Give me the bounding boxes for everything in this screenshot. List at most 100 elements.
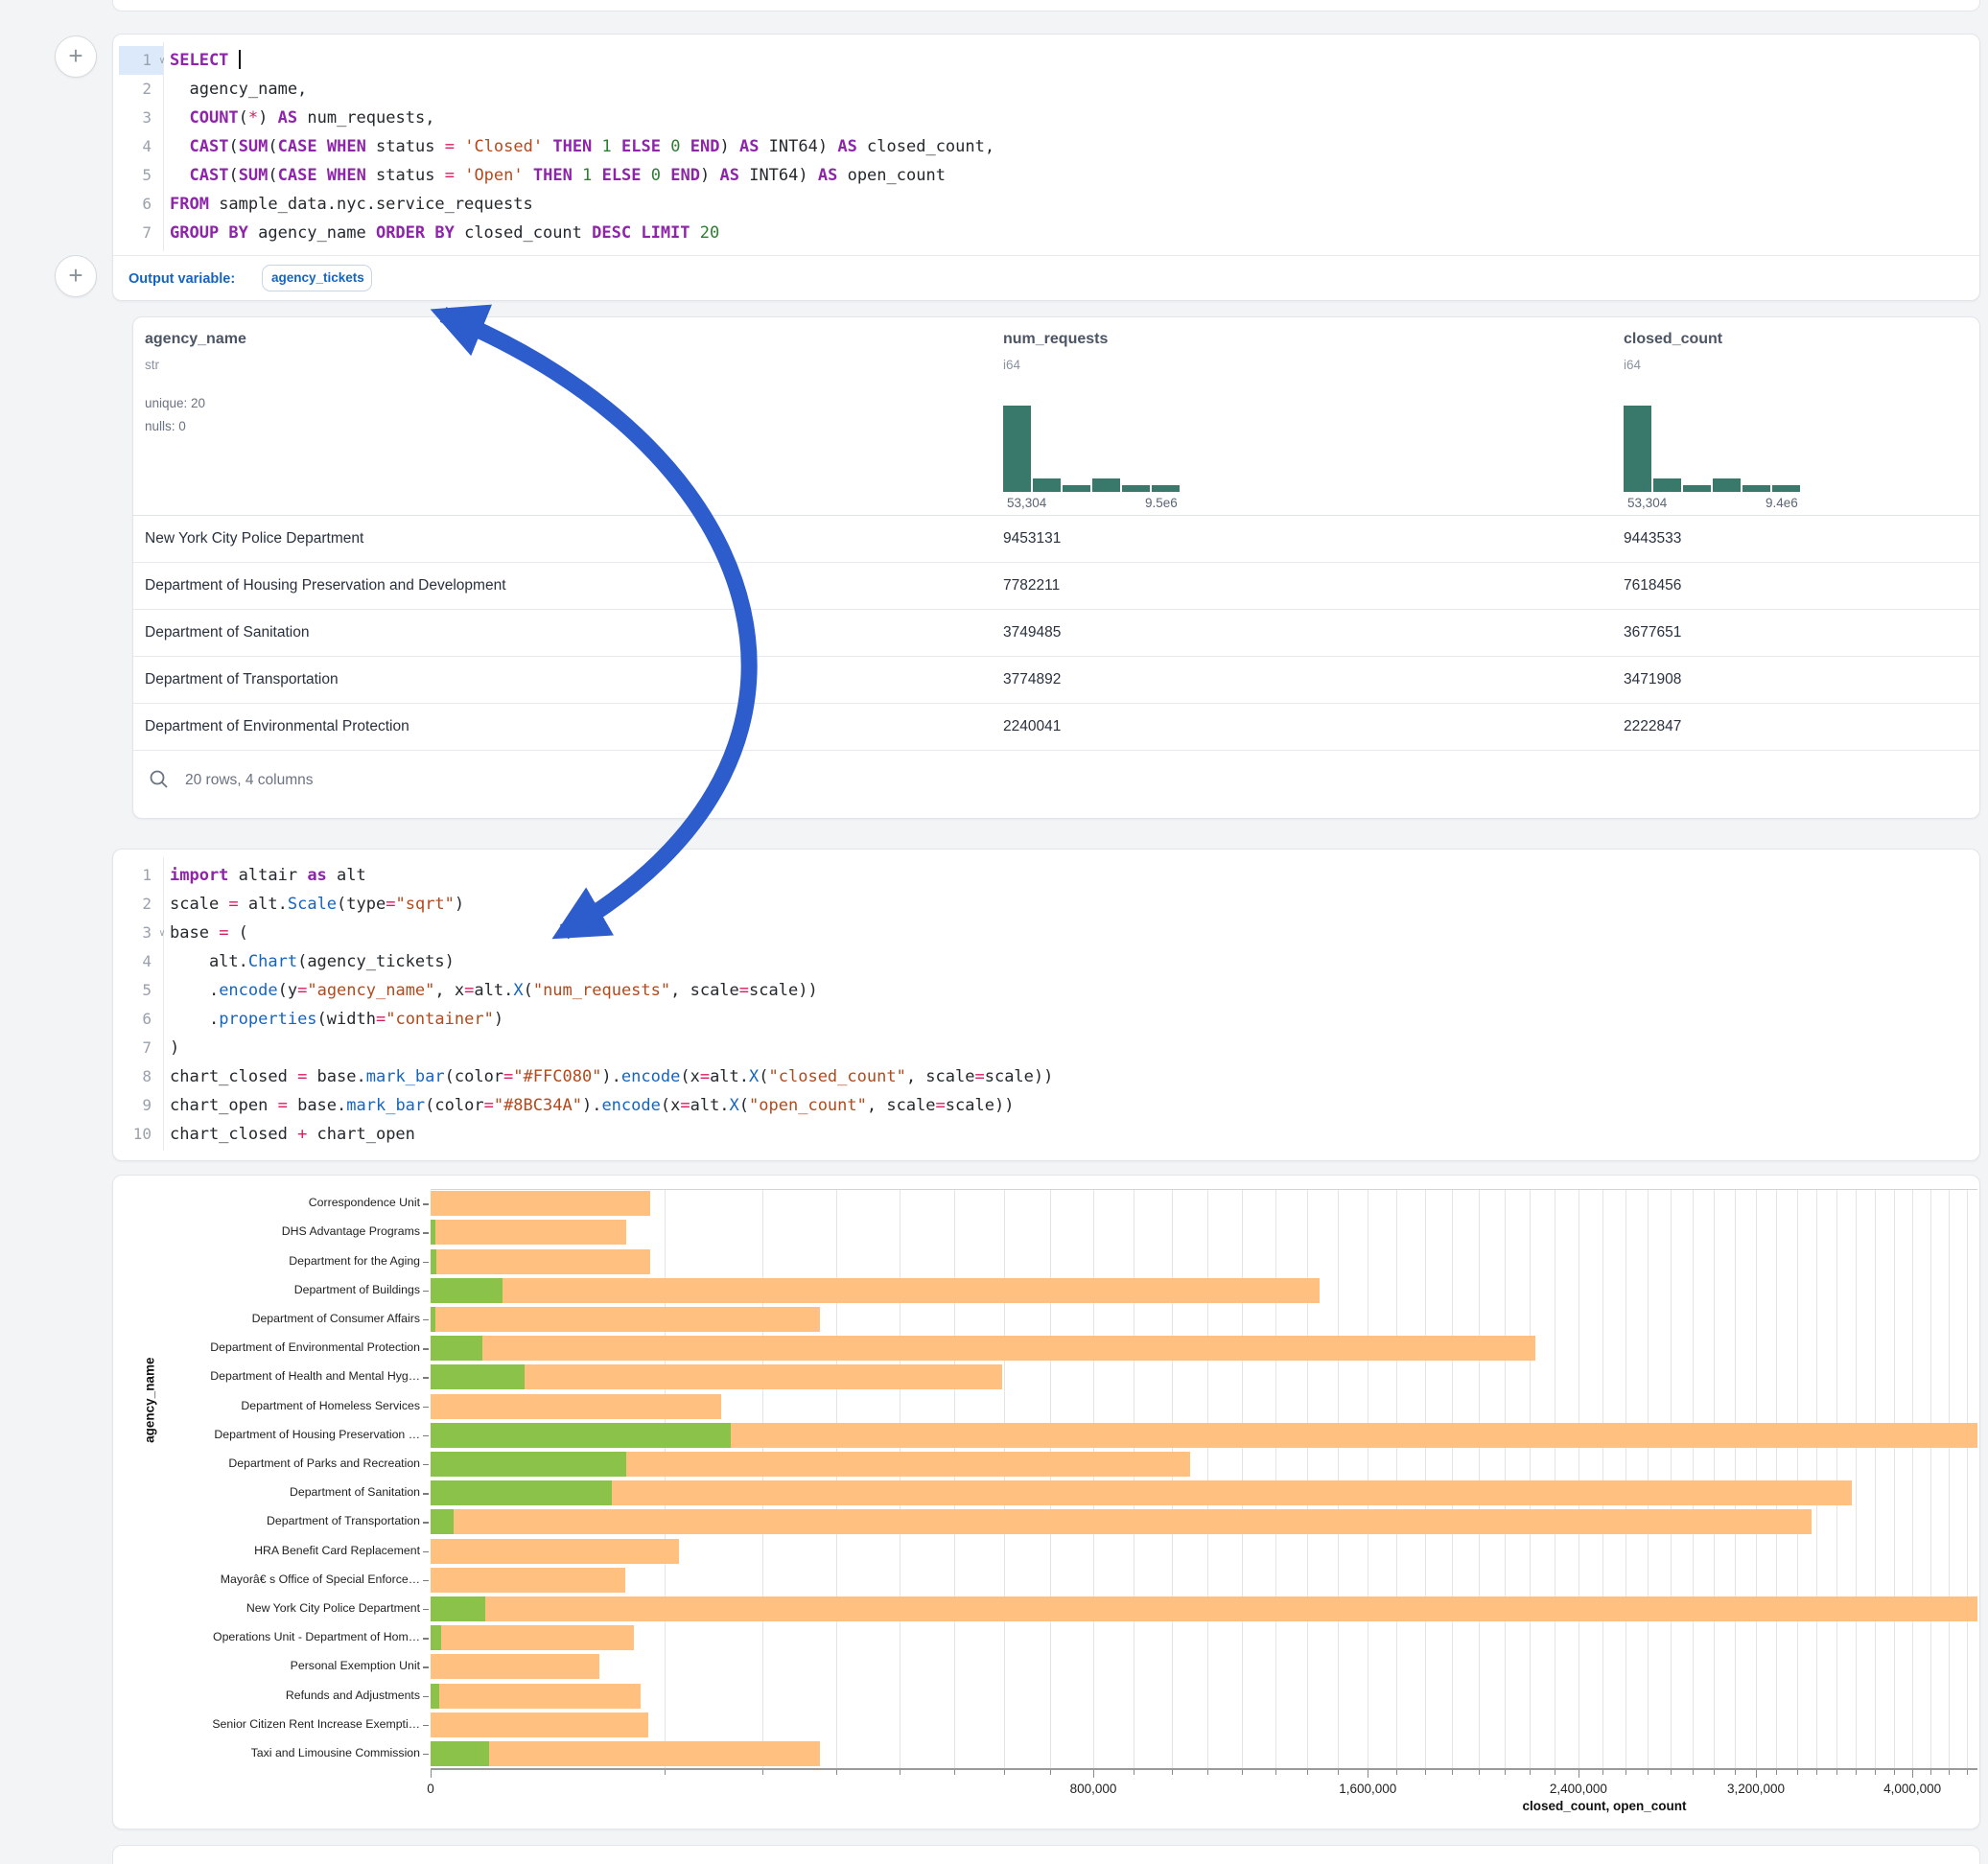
gridline	[1756, 1189, 1757, 1768]
x-axis-title: closed_count, open_count	[1522, 1799, 1686, 1813]
table-row[interactable]: New York City Police Department945313194…	[133, 515, 1979, 562]
code-line[interactable]: FROM sample_data.nyc.service_requests	[170, 190, 533, 219]
x-axis-tick	[1625, 1770, 1626, 1775]
y-axis-label: Taxi and Limousine Commission	[171, 1746, 420, 1759]
bar-open_count	[431, 1423, 731, 1448]
code-line[interactable]: scale = alt.Scale(type="sqrt")	[170, 890, 464, 919]
column-name[interactable]: closed_count	[1624, 331, 1722, 348]
column-type: i64	[1624, 358, 1641, 372]
bar-closed_count	[431, 1336, 1535, 1361]
table-cell: 7618456	[1624, 562, 1681, 609]
code-line[interactable]: SELECT	[170, 46, 241, 75]
add-cell-button-top[interactable]: +	[55, 35, 97, 78]
gridline	[1093, 1189, 1094, 1768]
code-line[interactable]: import altair as alt	[170, 861, 366, 890]
histogram-min-label: 53,304	[1007, 496, 1046, 510]
code-line[interactable]: CAST(SUM(CASE WHEN status = 'Open' THEN …	[170, 161, 946, 190]
code-line[interactable]: .encode(y="agency_name", x=alt.X("num_re…	[170, 976, 818, 1005]
code-line[interactable]: CAST(SUM(CASE WHEN status = 'Closed' THE…	[170, 132, 994, 161]
y-axis-label: Correspondence Unit	[171, 1196, 420, 1209]
table-row[interactable]: Department of Housing Preservation and D…	[133, 562, 1979, 609]
bar-open_count	[431, 1364, 525, 1389]
y-axis-tick	[423, 1435, 429, 1437]
plot-area	[431, 1189, 1977, 1768]
table-row[interactable]: Department of Transportation377489234719…	[133, 656, 1979, 703]
line-number: 5	[113, 161, 152, 190]
gridline	[665, 1189, 666, 1768]
table-cell: Department of Transportation	[145, 656, 339, 703]
line-number: 6	[113, 190, 152, 219]
gridline	[1875, 1189, 1876, 1768]
code-line[interactable]: .properties(width="container")	[170, 1005, 503, 1034]
bar-closed_count	[431, 1568, 625, 1593]
gridline	[1816, 1189, 1817, 1768]
x-axis-tick-label: 4,000,000	[1883, 1782, 1941, 1796]
code-line[interactable]: GROUP BY agency_name ORDER BY closed_cou…	[170, 219, 719, 247]
code-line[interactable]: base = (	[170, 919, 248, 947]
y-axis-label: Department of Buildings	[171, 1283, 420, 1296]
table-row[interactable]: Department of Environmental Protection22…	[133, 703, 1979, 750]
bar-closed_count	[431, 1625, 634, 1650]
column-name[interactable]: agency_name	[145, 331, 246, 348]
line-number: 3	[113, 104, 152, 132]
code-line[interactable]: chart_open = base.mark_bar(color="#8BC34…	[170, 1091, 1014, 1120]
gridline	[1967, 1189, 1968, 1768]
x-axis-tick	[1836, 1770, 1837, 1775]
y-axis-label: Department of Consumer Affairs	[171, 1312, 420, 1325]
add-cell-button-middle[interactable]: +	[55, 255, 97, 297]
y-axis-tick	[423, 1551, 429, 1553]
gridline	[1505, 1189, 1506, 1768]
x-axis-tick	[1949, 1770, 1950, 1775]
table-row[interactable]: Department of Sanitation37494853677651	[133, 609, 1979, 656]
gridline	[1797, 1189, 1798, 1768]
gridline	[1050, 1189, 1051, 1768]
bar-closed_count	[431, 1480, 1852, 1505]
notebook-page: + + 1∨SELECT 2 agency_name,3 COUNT(*) AS…	[0, 0, 1988, 1864]
line-number: 4	[113, 947, 152, 976]
x-axis-tick	[1425, 1770, 1426, 1775]
table-cell: 9453131	[1003, 515, 1061, 562]
code-line[interactable]: alt.Chart(agency_tickets)	[170, 947, 455, 976]
x-axis-tick	[1093, 1770, 1094, 1778]
y-axis-tick	[423, 1348, 429, 1350]
x-axis-tick	[1050, 1770, 1051, 1775]
gridline	[1602, 1189, 1603, 1768]
bar-closed_count	[431, 1307, 820, 1332]
gridline	[1912, 1189, 1913, 1768]
x-axis-tick	[665, 1770, 666, 1775]
x-axis-tick	[1004, 1770, 1005, 1775]
python-cell[interactable]: 1import altair as alt2scale = alt.Scale(…	[112, 849, 1980, 1161]
gridline	[1856, 1189, 1857, 1768]
gridline	[1172, 1189, 1173, 1768]
code-line[interactable]: chart_closed = base.mark_bar(color="#FFC…	[170, 1062, 1053, 1091]
gridline	[1004, 1189, 1005, 1768]
y-axis-tick	[423, 1291, 429, 1293]
column-name[interactable]: num_requests	[1003, 331, 1108, 348]
gridline	[1714, 1189, 1715, 1768]
gridline	[1207, 1189, 1208, 1768]
gridline	[1452, 1189, 1453, 1768]
code-line[interactable]: )	[170, 1034, 179, 1062]
bar-closed_count	[431, 1684, 641, 1709]
gridline	[1396, 1189, 1397, 1768]
code-line[interactable]: agency_name,	[170, 75, 307, 104]
bar-closed_count	[431, 1596, 1977, 1621]
x-axis-tick	[1967, 1770, 1968, 1775]
gridline	[1693, 1189, 1694, 1768]
histogram-bar	[1713, 478, 1741, 492]
code-line[interactable]: COUNT(*) AS num_requests,	[170, 104, 434, 132]
y-axis-tick	[423, 1696, 429, 1698]
column-histogram	[1624, 404, 1806, 492]
table-cell: 9443533	[1624, 515, 1681, 562]
search-icon[interactable]	[149, 769, 170, 790]
sql-cell[interactable]: 1∨SELECT 2 agency_name,3 COUNT(*) AS num…	[112, 34, 1980, 301]
y-axis-label: Department of Sanitation	[171, 1485, 420, 1499]
table-cell: Department of Environmental Protection	[145, 703, 409, 750]
bar-closed_count	[431, 1654, 599, 1679]
bar-open_count	[431, 1625, 441, 1650]
bar-open_count	[431, 1741, 489, 1766]
code-line[interactable]: chart_closed + chart_open	[170, 1120, 415, 1149]
output-variable-pill[interactable]: agency_tickets	[262, 265, 372, 291]
x-axis-tick	[1530, 1770, 1531, 1775]
y-axis-label: Personal Exemption Unit	[171, 1659, 420, 1672]
